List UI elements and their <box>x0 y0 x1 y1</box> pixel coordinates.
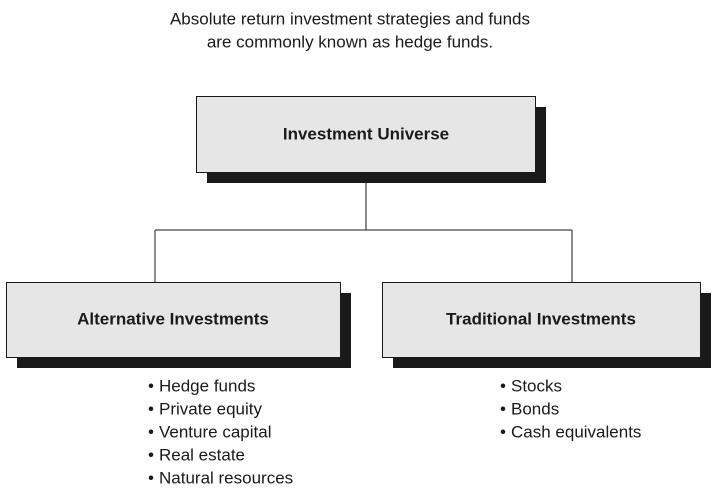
root-box <box>196 96 536 173</box>
child-label: Traditional Investments <box>446 309 636 328</box>
caption-line: Absolute return investment strategies an… <box>170 9 530 28</box>
list-item: Real estate <box>159 445 245 464</box>
list-item: Private equity <box>159 399 262 418</box>
root-label: Investment Universe <box>283 124 449 143</box>
bullet: • <box>148 445 154 464</box>
list-item: Cash equivalents <box>511 422 641 441</box>
bullet: • <box>500 399 506 418</box>
child-box <box>382 282 701 358</box>
child-label: Alternative Investments <box>77 309 269 328</box>
list-item: Hedge funds <box>159 376 255 395</box>
caption-line: are commonly known as hedge funds. <box>207 32 493 51</box>
list-item: Venture capital <box>159 422 271 441</box>
connector <box>154 172 573 283</box>
bullet: • <box>148 399 154 418</box>
item-lists: • Hedge funds • Private equity • Venture capi… <box>148 376 641 487</box>
list-item: Natural resources <box>159 468 293 487</box>
list-item: Bonds <box>511 399 559 418</box>
bullet: • <box>500 422 506 441</box>
bullet: • <box>148 422 154 441</box>
list-item: Stocks <box>511 376 562 395</box>
child-box <box>6 282 341 358</box>
bullet: • <box>148 468 154 487</box>
bullet: • <box>500 376 506 395</box>
bullet: • <box>148 376 154 395</box>
